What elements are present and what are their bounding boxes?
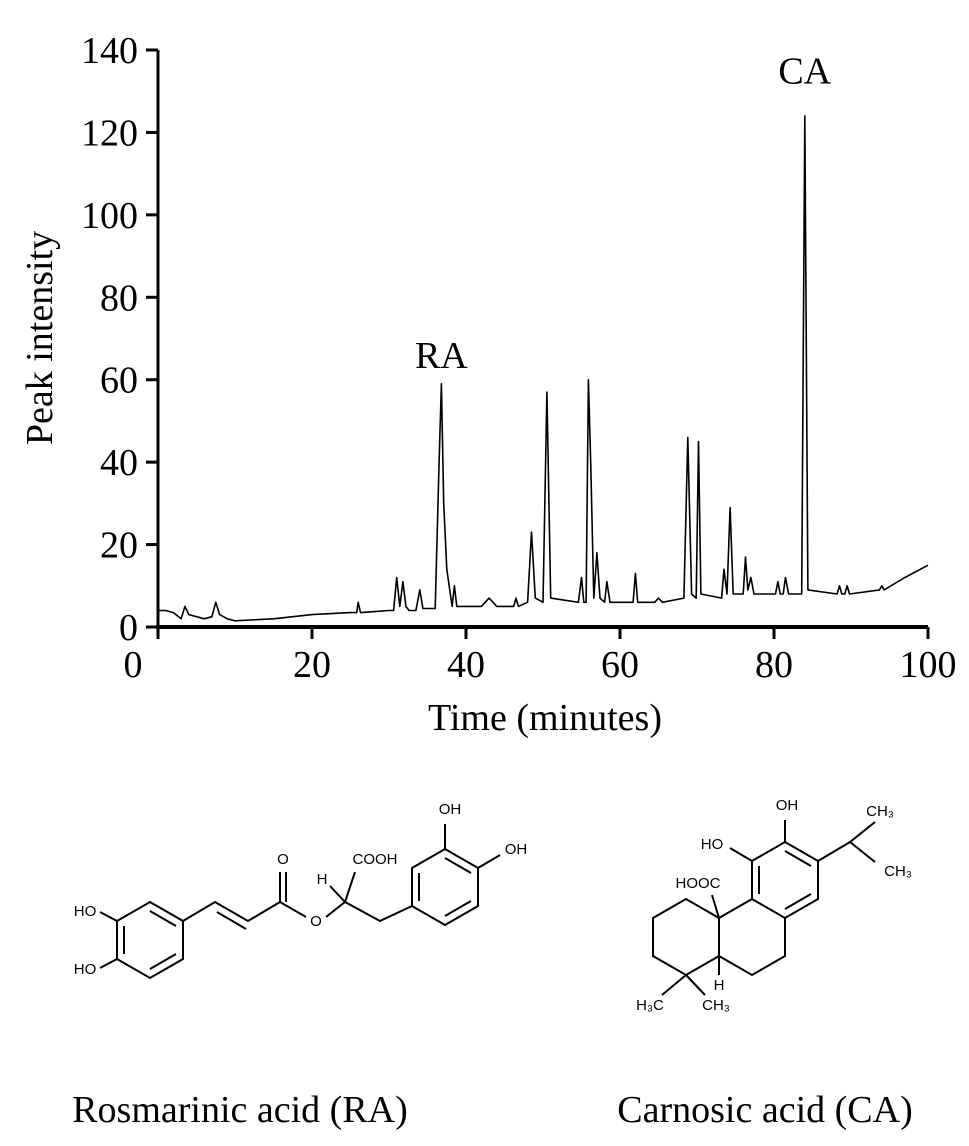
x-tick-label: 100 xyxy=(900,644,957,686)
y-axis-title: Peak intensity xyxy=(19,231,61,445)
atom-label: HO xyxy=(74,961,97,978)
x-tick-label: 20 xyxy=(293,644,331,686)
y-tick-label: 120 xyxy=(81,112,138,154)
y-tick-label: 100 xyxy=(81,195,138,237)
atom-label: O xyxy=(310,913,322,930)
atom-label: CH₃ xyxy=(866,803,894,820)
rosmarinic-structure: HO HO O O H COOH OH OH Rosmarinic acid (… xyxy=(72,801,527,1131)
atom-label: COOH xyxy=(353,851,398,868)
chromatogram-line xyxy=(158,115,929,622)
y-tick-label: 80 xyxy=(100,277,138,319)
x-tick-label: 80 xyxy=(755,644,793,686)
x-tick-label: 60 xyxy=(601,644,639,686)
y-tick-label: 0 xyxy=(119,607,138,649)
y-tick-label: 20 xyxy=(100,525,138,567)
x-tick-label: 40 xyxy=(447,644,485,686)
atom-label: H₃C xyxy=(636,997,664,1014)
y-tick-label: 40 xyxy=(100,442,138,484)
atom-label: H xyxy=(317,871,328,888)
structure-caption: Carnosic acid (CA) xyxy=(617,1089,912,1131)
carnosic-structure: OH HO CH₃ CH₃ HOOC H H₃C CH₃ Carnosic ac… xyxy=(617,797,912,1131)
y-tick-label: 140 xyxy=(81,30,138,72)
atom-label: HOOC xyxy=(676,875,721,892)
atom-label: HO xyxy=(701,836,724,853)
x-tick-label: 0 xyxy=(124,644,143,686)
atom-label: O xyxy=(277,851,289,868)
atom-label: OH xyxy=(505,841,528,858)
atom-label: OH xyxy=(776,797,799,814)
atom-label: HO xyxy=(74,903,97,920)
peak-annotation: CA xyxy=(778,51,831,93)
y-tick-label: 60 xyxy=(100,360,138,402)
x-axis-title: Time (minutes) xyxy=(428,697,662,739)
atom-label: CH₃ xyxy=(702,997,730,1014)
atom-label: CH₃ xyxy=(884,863,912,880)
atom-label: H xyxy=(714,977,725,994)
structure-caption: Rosmarinic acid (RA) xyxy=(72,1089,408,1131)
peak-annotation: RA xyxy=(415,335,468,377)
atom-label: OH xyxy=(439,801,462,818)
